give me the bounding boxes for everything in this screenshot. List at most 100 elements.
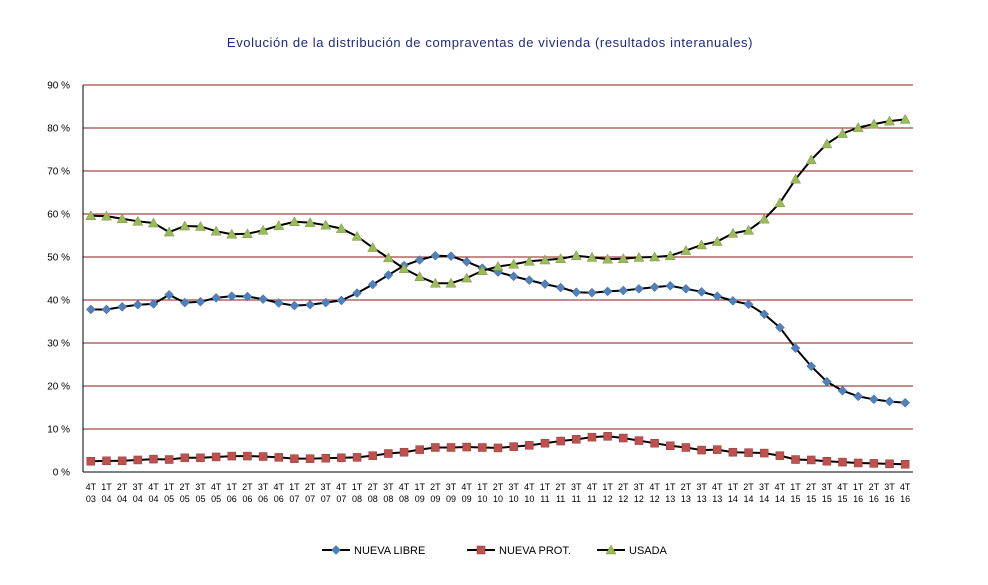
data-point xyxy=(572,435,581,444)
data-point xyxy=(853,458,863,468)
x-tick-label: 4T xyxy=(775,482,786,492)
data-point xyxy=(555,282,566,293)
data-point xyxy=(728,447,738,457)
data-point xyxy=(211,452,221,462)
data-point xyxy=(242,228,253,239)
x-tick-label: 14 xyxy=(744,494,754,504)
data-point xyxy=(399,447,409,457)
x-tick-label: 08 xyxy=(399,494,409,504)
data-point xyxy=(337,453,346,463)
data-point xyxy=(838,457,847,467)
data-point xyxy=(681,283,691,294)
data-point xyxy=(617,253,629,263)
x-tick-label: 05 xyxy=(180,494,190,504)
x-tick-label: 06 xyxy=(242,494,252,504)
data-point xyxy=(336,295,347,306)
x-tick-label: 11 xyxy=(572,494,581,504)
data-point xyxy=(148,217,159,228)
data-point xyxy=(226,291,237,301)
x-tick-label: 09 xyxy=(430,494,440,504)
x-tick-label: 15 xyxy=(838,494,848,504)
data-point xyxy=(273,298,284,308)
x-tick-label: 2T xyxy=(681,482,692,492)
x-tick-label: 15 xyxy=(791,494,801,504)
data-point xyxy=(758,213,770,224)
legend-label: NUEVA LIBRE xyxy=(354,545,425,557)
x-tick-label: 06 xyxy=(227,494,237,504)
data-point xyxy=(117,456,127,466)
data-point xyxy=(258,452,268,461)
data-point xyxy=(321,453,330,463)
x-tick-label: 1T xyxy=(289,482,300,492)
data-point xyxy=(837,128,848,138)
x-tick-label: 14 xyxy=(759,494,769,504)
data-point xyxy=(853,391,864,402)
data-point xyxy=(680,245,692,255)
data-point xyxy=(602,253,614,264)
data-point xyxy=(649,251,661,262)
x-tick-label: 16 xyxy=(853,494,863,504)
data-point xyxy=(384,449,393,458)
data-point xyxy=(320,297,331,308)
x-tick-label: 14 xyxy=(775,494,785,504)
data-point xyxy=(727,227,739,238)
x-tick-label: 15 xyxy=(822,494,832,504)
x-tick-label: 3T xyxy=(571,482,582,492)
data-point xyxy=(446,251,456,261)
data-point xyxy=(226,228,238,239)
data-point xyxy=(461,256,472,267)
data-point xyxy=(258,294,268,304)
data-point xyxy=(759,309,770,320)
data-point xyxy=(431,443,440,452)
data-point xyxy=(415,445,424,454)
x-tick-label: 04 xyxy=(133,494,143,504)
x-tick-label: 08 xyxy=(383,494,393,504)
x-tick-label: 2T xyxy=(367,482,378,492)
data-point xyxy=(149,454,158,464)
data-point xyxy=(899,113,911,124)
x-tick-label: 05 xyxy=(195,494,205,504)
x-tick-label: 3T xyxy=(696,482,707,492)
legend-label: NUEVA PROT. xyxy=(499,545,571,557)
data-point xyxy=(289,300,300,311)
x-tick-label: 2T xyxy=(618,482,629,492)
data-point xyxy=(273,220,285,230)
x-tick-label: 3T xyxy=(759,482,770,492)
x-tick-label: 3T xyxy=(822,482,833,492)
data-point xyxy=(837,385,848,396)
x-tick-label: 12 xyxy=(634,494,644,504)
x-tick-label: 12 xyxy=(650,494,660,504)
data-point xyxy=(116,213,128,223)
data-point xyxy=(102,456,111,466)
data-point xyxy=(508,271,519,282)
x-tick-label: 05 xyxy=(164,494,174,504)
data-point xyxy=(774,197,786,208)
x-tick-label: 2T xyxy=(806,482,817,492)
x-tick-label: 1T xyxy=(414,482,425,492)
legend-label: USADA xyxy=(629,545,668,557)
data-point xyxy=(352,288,362,298)
x-tick-label: 3T xyxy=(884,482,895,492)
y-tick-label: 10 % xyxy=(47,425,70,436)
y-tick-label: 0 % xyxy=(53,468,70,479)
x-tick-label: 2T xyxy=(242,482,253,492)
x-tick-label: 2T xyxy=(305,482,316,492)
x-tick-label: 1T xyxy=(602,482,613,492)
data-point xyxy=(821,138,833,149)
data-point xyxy=(759,448,769,458)
data-point xyxy=(618,285,629,296)
x-tick-label: 04 xyxy=(148,494,158,504)
x-tick-label: 12 xyxy=(618,494,628,504)
data-point xyxy=(650,438,659,448)
x-tick-label: 13 xyxy=(681,494,691,504)
data-point xyxy=(712,291,723,301)
x-tick-label: 1T xyxy=(352,482,363,492)
data-point xyxy=(383,270,394,280)
data-point xyxy=(602,286,613,297)
x-tick-label: 4T xyxy=(273,482,284,492)
data-point xyxy=(117,302,128,312)
data-point xyxy=(335,223,347,233)
x-tick-label: 10 xyxy=(477,494,487,504)
x-tick-label: 4T xyxy=(211,482,222,492)
